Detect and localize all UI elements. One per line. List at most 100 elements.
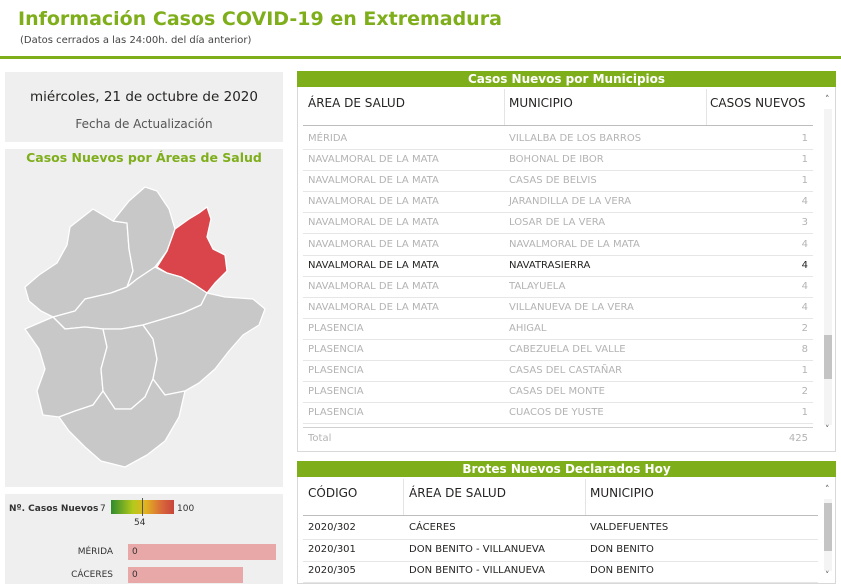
cell-casos: 8 <box>801 344 808 355</box>
cell-area: NAVALMORAL DE LA MATA <box>308 217 439 229</box>
table-row[interactable]: PLASENCIA CUACOS DE YUSTE 1 <box>298 403 818 425</box>
cell-casos: 1 <box>801 407 808 419</box>
total-divider <box>303 427 813 428</box>
cell-casos: 4 <box>801 301 808 313</box>
cell-area: DON BENITO - VILLANUEVA <box>409 565 545 576</box>
municipios-table: ÁREA DE SALUD MUNICIPIO CASOS NUEVOS MÉR… <box>297 87 836 452</box>
column-header-municipio[interactable]: MUNICIPIO <box>590 486 654 500</box>
row-divider <box>303 402 813 404</box>
cell-area: NAVALMORAL DE LA MATA <box>308 280 439 292</box>
cell-codigo: 2020/302 <box>308 522 356 533</box>
scroll-down-icon[interactable]: ˅ <box>825 571 830 581</box>
brotes-scroll-thumb[interactable] <box>824 503 832 551</box>
column-header-municipio[interactable]: MUNICIPIO <box>509 96 573 110</box>
row-divider <box>303 317 813 319</box>
municipios-scroll-thumb[interactable] <box>824 335 832 379</box>
cell-municipio: CASAS DE BELVIS <box>509 175 597 187</box>
cell-area: NAVALMORAL DE LA MATA <box>308 196 439 208</box>
bar-value-caceres: 0 <box>132 570 138 580</box>
legend-mid-marker <box>142 498 143 516</box>
table-row[interactable]: PLASENCIA CASAS DEL MONTE 2 <box>298 382 818 404</box>
brotes-table-title: Brotes Nuevos Declarados Hoy <box>297 461 836 477</box>
map-area-plasencia[interactable] <box>112 186 176 288</box>
cell-area: NAVALMORAL DE LA MATA <box>308 154 439 166</box>
table-row[interactable]: PLASENCIA CASAS DEL CASTAÑAR 1 <box>298 361 818 383</box>
row-divider <box>303 296 813 298</box>
scroll-up-icon[interactable]: ˄ <box>825 95 830 105</box>
row-divider <box>303 539 818 540</box>
table-row[interactable]: 2020/305 DON BENITO - VILLANUEVA DON BENIT… <box>298 562 818 583</box>
column-header-area[interactable]: ÁREA DE SALUD <box>409 486 506 500</box>
table-row[interactable]: 2020/302 CÁCERES VALDEFUENTES <box>298 519 818 540</box>
cell-codigo: 2020/305 <box>308 565 356 576</box>
cell-casos: 1 <box>801 365 808 377</box>
table-row[interactable]: NAVALMORAL DE LA MATA NAVALMORAL DE LA MA… <box>298 235 818 256</box>
column-header-casos[interactable]: CASOS NUEVOS <box>710 96 806 110</box>
cell-municipio: DON BENITO <box>590 543 654 555</box>
column-divider <box>706 89 707 125</box>
cell-municipio: LOSAR DE LA VERA <box>509 217 606 229</box>
cell-casos: 4 <box>801 238 808 250</box>
column-header-codigo[interactable]: CÓDIGO <box>308 486 358 500</box>
row-divider <box>303 423 813 425</box>
cell-municipio: NAVATRASIERRA <box>509 259 591 271</box>
table-row[interactable]: NAVALMORAL DE LA MATA LOSAR DE LA VERA 3 <box>298 213 818 235</box>
row-divider <box>303 360 813 361</box>
cell-casos: 4 <box>801 280 808 292</box>
cell-municipio: VILLANUEVA DE LA VERA <box>509 301 634 313</box>
bar-merida[interactable] <box>128 544 276 560</box>
bar-label-merida: MÉRIDA <box>77 547 113 557</box>
cell-municipio: CASAS DEL MONTE <box>509 386 605 398</box>
bar-caceres[interactable] <box>128 567 244 583</box>
table-row[interactable]: 2020/301 DON BENITO - VILLANUEVA DON BENIT… <box>298 541 818 562</box>
bar-value-merida: 0 <box>132 547 138 557</box>
update-date-label: Fecha de Actualización <box>75 117 213 131</box>
table-row[interactable]: PLASENCIA AHIGAL 2 <box>298 319 818 340</box>
column-header-area[interactable]: ÁREA DE SALUD <box>308 96 405 110</box>
table-row[interactable]: NAVALMORAL DE LA MATA JARANDILLA DE LA VE… <box>298 192 818 214</box>
row-divider <box>303 381 813 383</box>
title-divider <box>0 56 841 59</box>
municipios-scrollbar[interactable] <box>824 109 832 425</box>
row-divider <box>303 212 813 214</box>
legend-min-value: 7 <box>100 504 106 514</box>
cell-casos: 2 <box>801 322 808 334</box>
cell-casos: 1 <box>801 133 808 144</box>
table-row[interactable]: NAVALMORAL DE LA MATA TALAYUELA 4 <box>298 277 818 298</box>
page-subtitle: (Datos cerrados a las 24:00h. del día an… <box>20 35 252 46</box>
cell-municipio: CABEZUELA DEL VALLE <box>509 344 626 355</box>
cell-casos: 3 <box>801 217 808 229</box>
page-title: Información Casos COVID-19 en Extremadur… <box>18 8 502 30</box>
scroll-up-icon[interactable]: ˄ <box>825 485 830 495</box>
bar-label-caceres: CÁCERES <box>71 570 113 580</box>
cell-area: PLASENCIA <box>308 386 364 398</box>
table-row[interactable]: NAVALMORAL DE LA MATA VILLANUEVA DE LA VE… <box>298 298 818 319</box>
legend-mid-value: 54 <box>134 518 146 528</box>
table-row[interactable]: NAVALMORAL DE LA MATA CASAS DE BELVIS 1 <box>298 171 818 193</box>
column-divider <box>403 479 404 515</box>
cell-municipio: TALAYUELA <box>509 280 566 292</box>
cell-casos: 1 <box>801 154 808 166</box>
map-title: Casos Nuevos por Áreas de Salud <box>26 150 262 165</box>
health-areas-map[interactable] <box>15 179 275 479</box>
cell-municipio: CUACOS DE YUSTE <box>509 407 604 419</box>
scroll-down-icon[interactable]: ˅ <box>825 425 830 435</box>
table-row[interactable]: PLASENCIA CABEZUELA DEL VALLE 8 <box>298 340 818 361</box>
table-row[interactable]: NAVALMORAL DE LA MATA NAVATRASIERRA 4 <box>298 256 818 277</box>
legend-card: Nº. Casos Nuevos 7 100 54 MÉRIDA 0 CÁCER… <box>5 494 283 584</box>
legend-max-value: 100 <box>177 504 195 514</box>
column-divider <box>504 89 505 125</box>
cell-municipio: CASAS DEL CASTAÑAR <box>509 365 623 377</box>
cell-area: PLASENCIA <box>308 322 364 334</box>
cell-municipio: BOHONAL DE IBOR <box>509 154 604 166</box>
cell-area: NAVALMORAL DE LA MATA <box>308 259 439 271</box>
row-divider <box>303 582 818 583</box>
header-divider <box>303 125 813 126</box>
table-row[interactable]: MÉRIDA VILLALBA DE LOS BARROS 1 <box>298 129 818 150</box>
total-value: 425 <box>788 433 808 444</box>
map-area-llerena-zafra[interactable] <box>58 378 186 468</box>
column-divider <box>585 479 586 515</box>
table-row[interactable]: NAVALMORAL DE LA MATA BOHONAL DE IBOR 1 <box>298 150 818 172</box>
cell-municipio: AHIGAL <box>509 322 547 334</box>
cell-area: DON BENITO - VILLANUEVA <box>409 543 545 555</box>
